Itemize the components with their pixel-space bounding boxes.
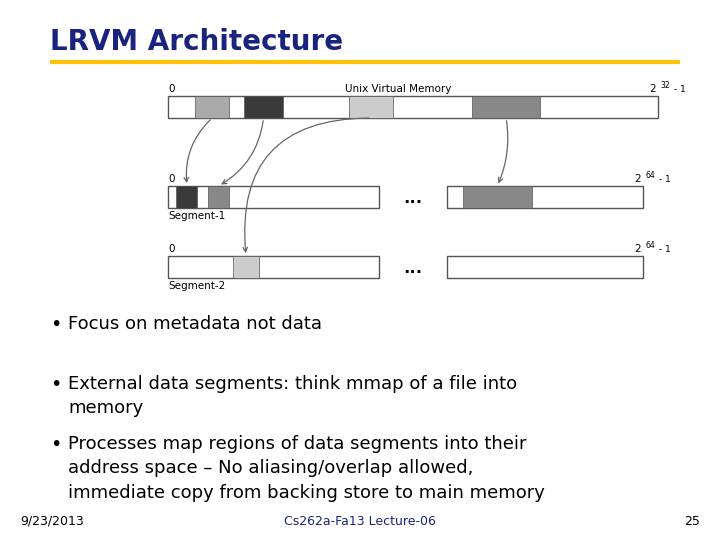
Text: •: • xyxy=(50,375,61,394)
Text: Unix Virtual Memory: Unix Virtual Memory xyxy=(345,84,451,94)
Text: External data segments: think mmap of a file into
memory: External data segments: think mmap of a … xyxy=(68,375,517,417)
Text: 32: 32 xyxy=(660,81,670,90)
Text: LRVM Architecture: LRVM Architecture xyxy=(50,28,343,56)
Text: Cs262a-Fa13 Lecture-06: Cs262a-Fa13 Lecture-06 xyxy=(284,515,436,528)
Text: 2: 2 xyxy=(634,174,642,184)
Bar xyxy=(472,96,541,118)
Bar xyxy=(447,186,643,208)
Text: ...: ... xyxy=(403,189,423,207)
Bar xyxy=(168,186,379,208)
Text: 64: 64 xyxy=(645,241,655,250)
Text: - 1: - 1 xyxy=(657,175,671,184)
Bar xyxy=(244,96,283,118)
Text: ...: ... xyxy=(403,259,423,277)
Bar xyxy=(447,256,643,278)
Text: 9/23/2013: 9/23/2013 xyxy=(20,515,84,528)
Bar xyxy=(463,186,531,208)
Text: 2: 2 xyxy=(649,84,656,94)
Text: 0: 0 xyxy=(168,84,174,94)
Text: - 1: - 1 xyxy=(671,85,685,94)
Text: - 1: - 1 xyxy=(657,245,671,254)
Text: •: • xyxy=(50,315,61,334)
Text: 2: 2 xyxy=(634,244,642,254)
Bar xyxy=(176,186,197,208)
Text: •: • xyxy=(50,435,61,454)
Text: Processes map regions of data segments into their
address space – No aliasing/ov: Processes map regions of data segments i… xyxy=(68,435,545,502)
Bar xyxy=(168,256,379,278)
Text: Focus on metadata not data: Focus on metadata not data xyxy=(68,315,322,333)
Text: 64: 64 xyxy=(645,171,655,180)
Text: 0: 0 xyxy=(168,174,174,184)
Text: 0: 0 xyxy=(168,244,174,254)
Bar xyxy=(195,96,229,118)
Bar xyxy=(349,96,393,118)
Text: Segment-2: Segment-2 xyxy=(168,281,225,291)
Bar xyxy=(233,256,258,278)
Bar xyxy=(168,96,658,118)
Text: Segment-1: Segment-1 xyxy=(168,211,225,221)
Text: 25: 25 xyxy=(684,515,700,528)
Bar xyxy=(208,186,229,208)
